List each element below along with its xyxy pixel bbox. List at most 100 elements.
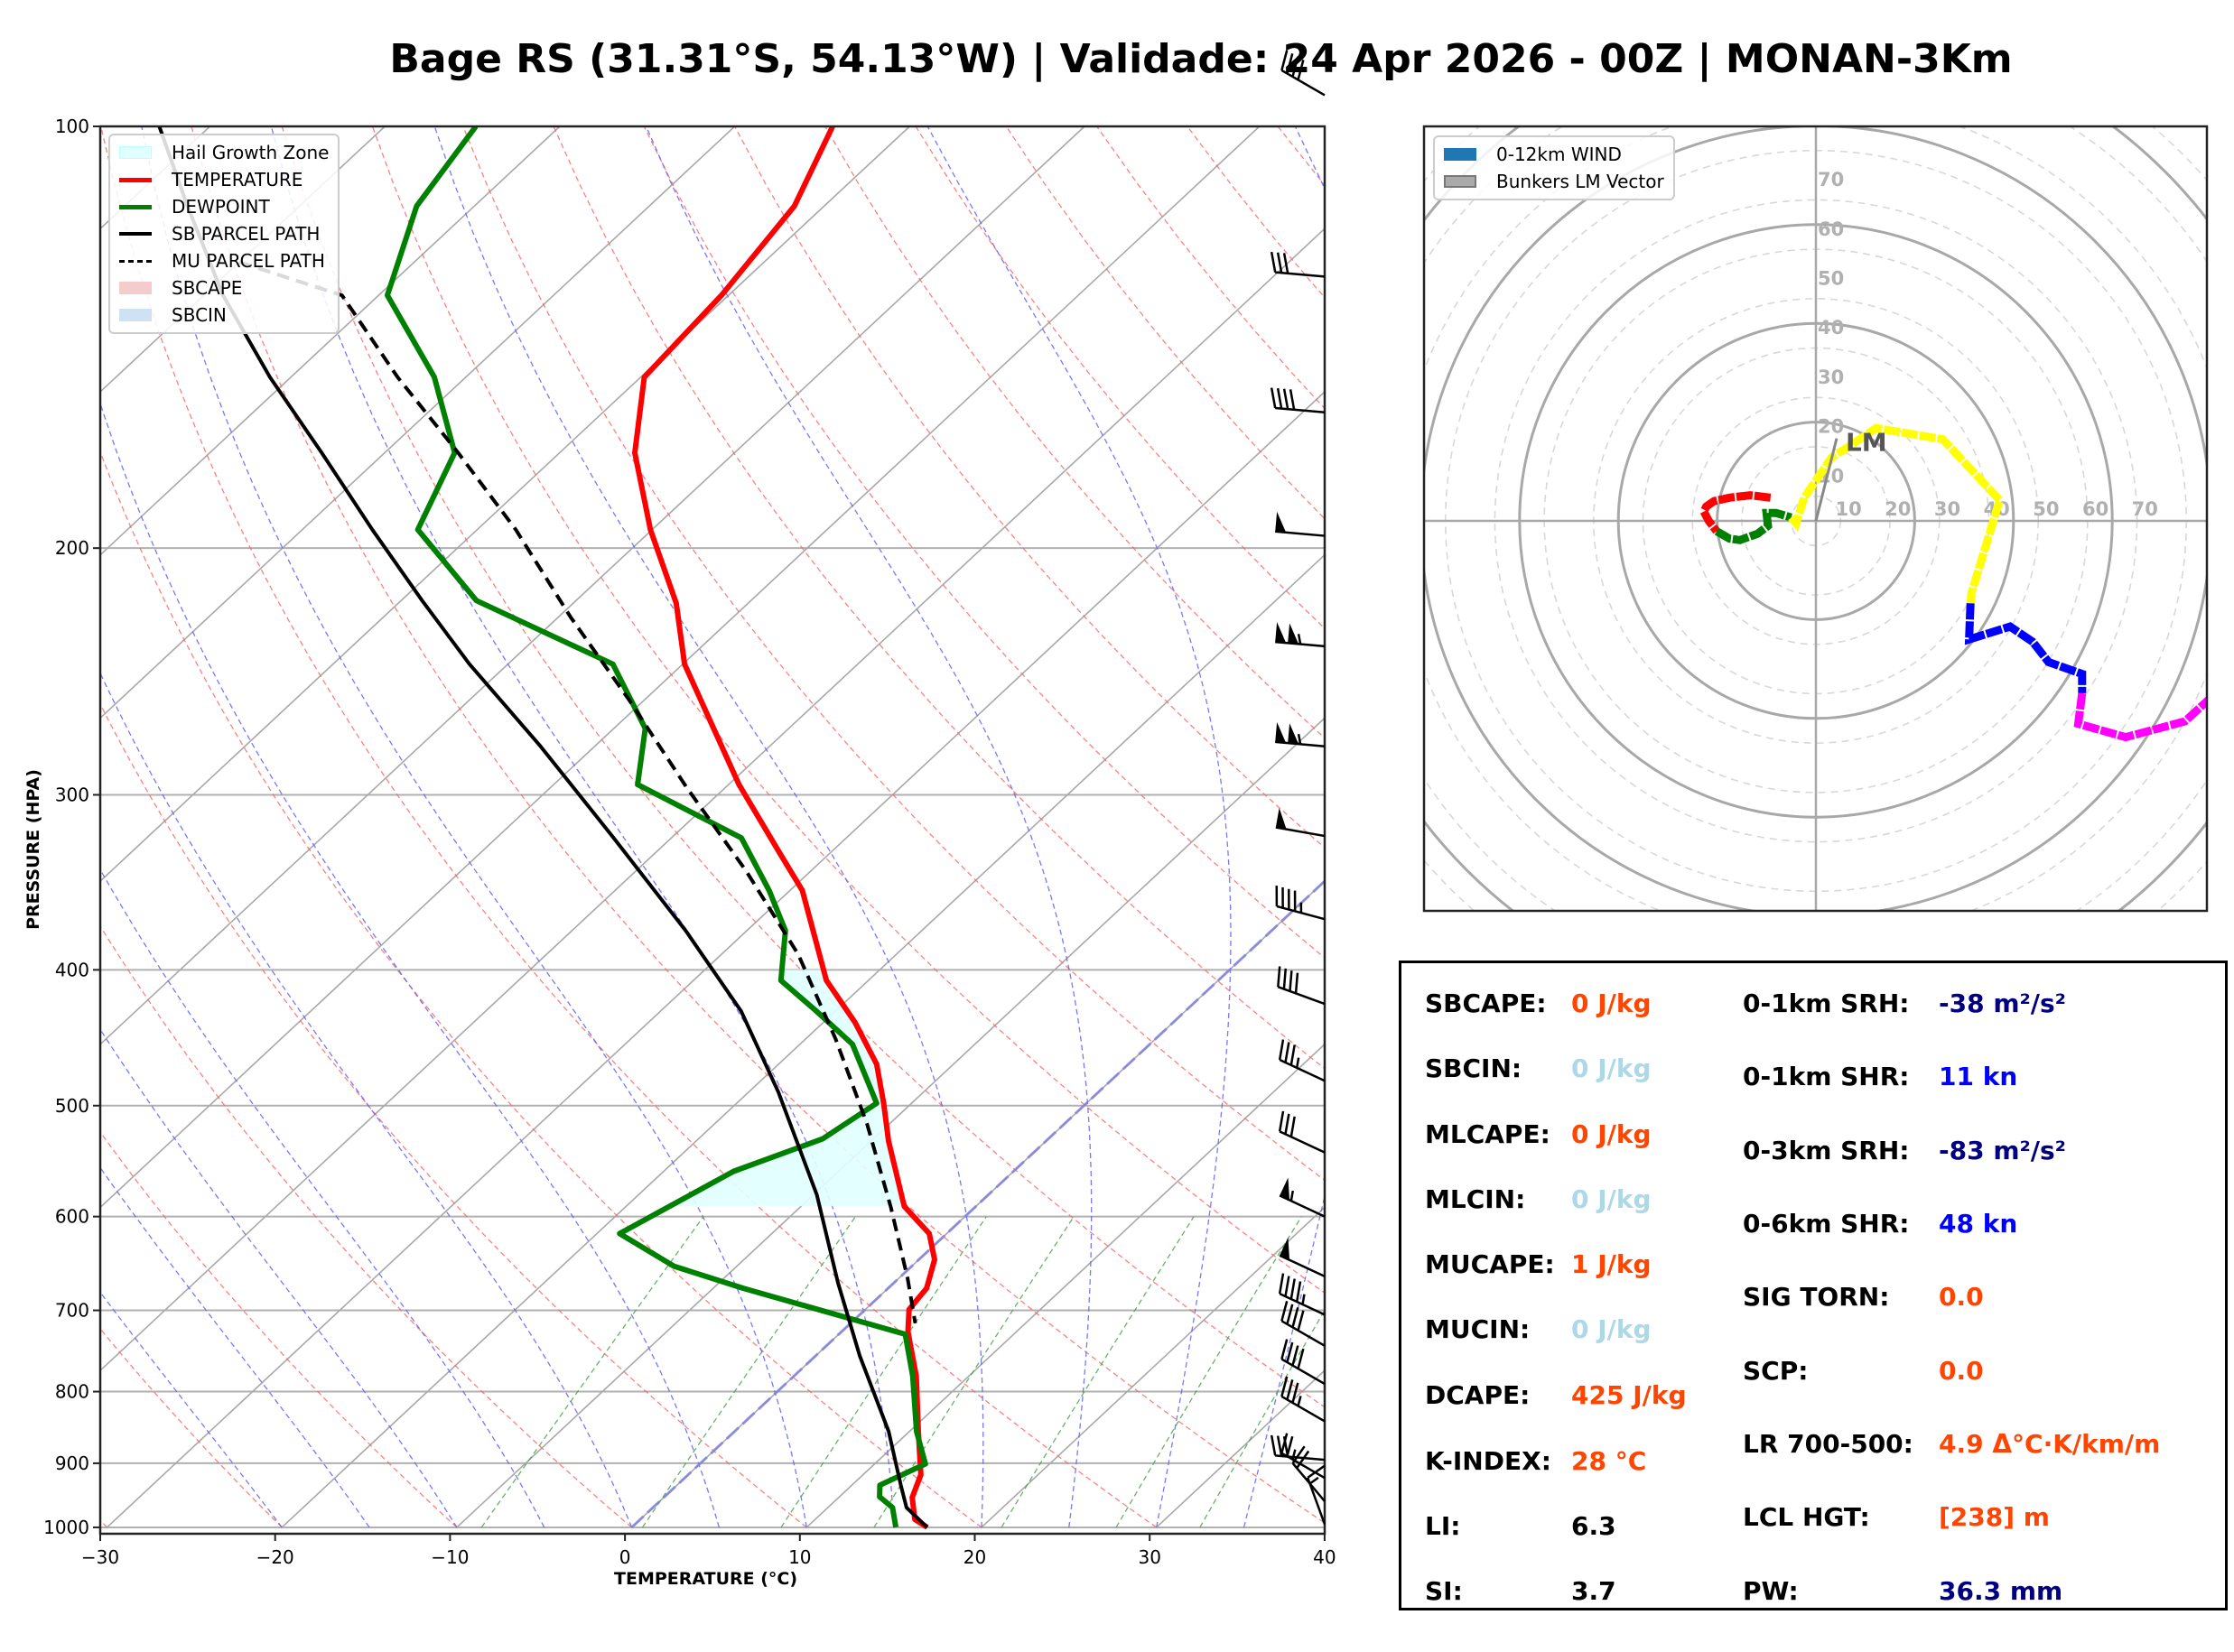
barb-flag	[1286, 1341, 1294, 1363]
wind-barb	[1291, 1445, 1326, 1502]
wind-barb	[1280, 1433, 1326, 1480]
wind-barb	[1277, 966, 1326, 1006]
isotherm-line	[456, 717, 1325, 1528]
stat-value: 0 J/kg	[1571, 988, 1652, 1018]
lm-label: LM	[1846, 428, 1887, 458]
barb-flag	[1278, 1110, 1285, 1132]
barb-flag	[1276, 1435, 1283, 1457]
moist-adiabat	[433, 126, 984, 1527]
barb-staff	[1275, 826, 1326, 838]
hodo-ring-label-y: 30	[1818, 367, 1844, 388]
barb-staff	[1280, 1320, 1326, 1347]
legend-temperature: TEMPERATURE	[119, 166, 329, 193]
stat-label: SI:	[1425, 1576, 1463, 1606]
stat-label: LCL HGT:	[1743, 1502, 1870, 1532]
dry-adiabat	[462, 126, 1325, 1182]
moist-adiabat	[646, 126, 1093, 1527]
y-tick-label: 300	[55, 784, 89, 805]
wind-barb	[1280, 1376, 1326, 1423]
temperature-line	[632, 126, 937, 1530]
wind-barb	[1280, 50, 1326, 97]
stat-label: SBCIN:	[1425, 1053, 1522, 1083]
barb-flag	[1297, 60, 1305, 80]
stat-value: 425 J/kg	[1571, 1380, 1687, 1410]
stat-label: LI:	[1425, 1511, 1461, 1541]
barb-flag	[1277, 966, 1281, 988]
barb-flag	[1295, 1281, 1302, 1303]
barb-pennant	[1275, 622, 1287, 644]
wind-barb	[1275, 886, 1326, 921]
dry-adiabat	[191, 126, 1325, 1524]
barb-flag	[1291, 56, 1299, 78]
stat-label: MLCIN:	[1425, 1184, 1526, 1214]
y-tick-label: 1000	[43, 1517, 89, 1538]
hodo-ring-label-x: 10	[1835, 498, 1861, 520]
barb-flag	[1282, 253, 1289, 274]
chart-title: Bage RS (31.31°S, 54.13°W) | Validade: 2…	[389, 36, 2013, 82]
isotherm-line	[631, 879, 1325, 1528]
barb-staff	[1279, 1130, 1326, 1154]
y-tick-label: 400	[55, 959, 89, 980]
barb-staff	[1279, 1194, 1326, 1218]
legend-sbcin: SBCIN	[119, 302, 329, 329]
wind-barb	[1307, 1464, 1326, 1525]
barb-flag	[1270, 251, 1277, 273]
wind-barb	[1279, 1177, 1326, 1218]
legend-hail-growth-zone: Hail Growth Zone	[119, 139, 329, 166]
barb-flag	[1289, 1116, 1296, 1137]
stat-value: 0.0	[1939, 1282, 1984, 1312]
barb-pennant	[1280, 1237, 1290, 1260]
stat-label: DCAPE:	[1425, 1380, 1531, 1410]
stat-label: 0-3km SRH:	[1743, 1136, 1910, 1165]
barb-flag	[1280, 1339, 1289, 1360]
x-tick-label: 0	[619, 1546, 631, 1568]
hodo-segment-1-3km	[1714, 508, 1792, 544]
moist-adiabat	[270, 126, 895, 1527]
isotherm-line	[100, 126, 736, 719]
barb-flag	[1291, 1382, 1299, 1404]
wind-barb	[1279, 1237, 1326, 1278]
stat-label: K-INDEX:	[1425, 1446, 1551, 1476]
skew-t-legend: Hail Growth Zone TEMPERATURE DEWPOINT SB…	[108, 134, 340, 334]
stat-value: 1 J/kg	[1571, 1249, 1652, 1279]
stat-label: MUCAPE:	[1425, 1249, 1555, 1279]
dry-adiabat	[100, 702, 807, 1528]
moist-adiabat	[100, 1166, 370, 1528]
wind-barb	[1278, 1273, 1326, 1316]
stat-value: 36.3 mm	[1939, 1576, 2063, 1606]
parameters-panel	[1399, 961, 2228, 1610]
stat-value: -83 m²/s²	[1939, 1136, 2066, 1165]
x-axis-label: TEMPERATURE (°C)	[614, 1569, 798, 1589]
isotherm-line	[100, 126, 1261, 1209]
moist-adiabat	[926, 126, 1232, 1528]
barb-flag	[1270, 387, 1277, 409]
barb-half-flag	[1297, 634, 1302, 645]
barb-flag	[1280, 1376, 1289, 1397]
hodo-ring	[1224, 0, 2234, 1113]
barb-flag	[1289, 389, 1296, 411]
hodo-segment-3-6km	[1788, 423, 2005, 604]
barb-flag	[1284, 1042, 1290, 1063]
stat-label: MLCAPE:	[1425, 1119, 1550, 1149]
y-tick-label: 900	[55, 1452, 89, 1474]
legend-label: SB PARCEL PATH	[172, 223, 321, 245]
stat-value: 3.7	[1571, 1576, 1616, 1606]
isotherm-line	[100, 126, 386, 394]
hodo-ring-label-x: 70	[2132, 498, 2158, 520]
barb-flag	[1291, 1445, 1306, 1464]
legend-label: MU PARCEL PATH	[172, 250, 325, 272]
barb-flag	[1280, 1300, 1289, 1322]
barb-half-flag	[1297, 1396, 1302, 1406]
hodo-dashed-ring	[1248, 0, 2234, 1089]
y-axis-label: PRESSURE (HPA)	[23, 769, 43, 930]
hodo-ring-label-x: 30	[1934, 498, 1960, 520]
hodo-segment-0-1km	[1699, 491, 1772, 534]
stat-value: 0 J/kg	[1571, 1184, 1652, 1214]
barb-flag	[1280, 50, 1289, 71]
barb-flag	[1284, 1276, 1290, 1297]
y-tick-label: 200	[55, 537, 89, 559]
barb-staff	[1275, 271, 1326, 278]
dry-adiabat	[100, 450, 982, 1528]
stat-label: PW:	[1743, 1576, 1799, 1606]
isotherm-line	[100, 126, 1085, 1045]
